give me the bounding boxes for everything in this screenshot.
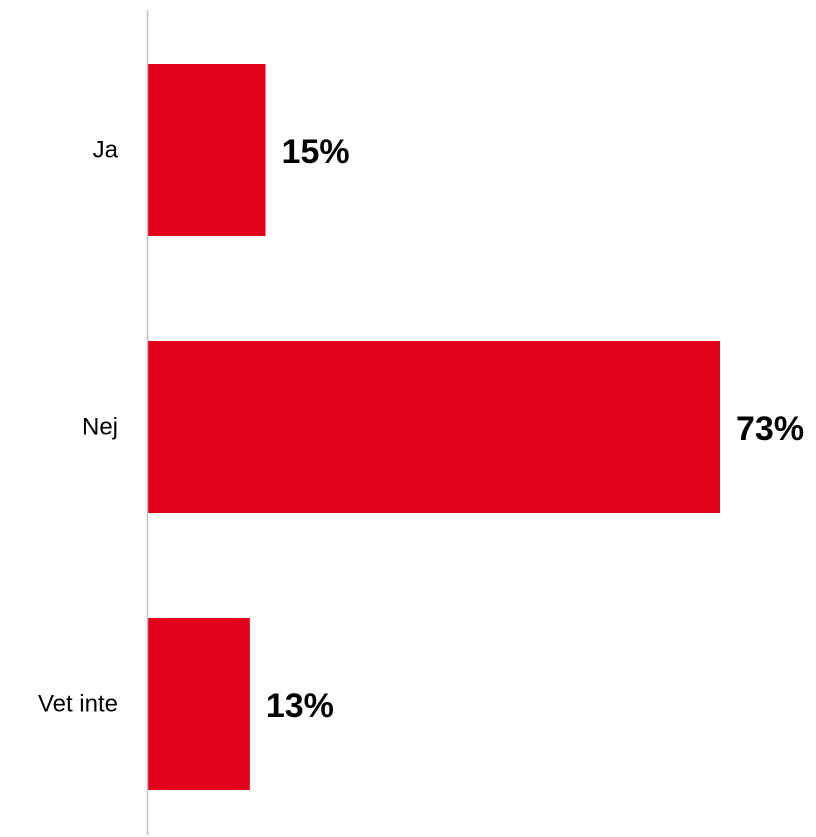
bar-ja: [148, 64, 266, 236]
category-labels-group: Ja Nej Vet inte: [38, 137, 119, 718]
category-label: Vet inte: [38, 691, 118, 718]
bar-nej: [148, 341, 720, 513]
category-label: Ja: [93, 137, 119, 164]
bars-group: [148, 64, 720, 790]
bar-vet-inte: [148, 618, 250, 790]
data-label: 73%: [736, 410, 804, 448]
category-label: Nej: [82, 414, 118, 441]
data-label: 15%: [282, 133, 350, 171]
data-label: 13%: [266, 687, 334, 725]
value-labels-group: 15% 73% 13%: [266, 133, 804, 725]
